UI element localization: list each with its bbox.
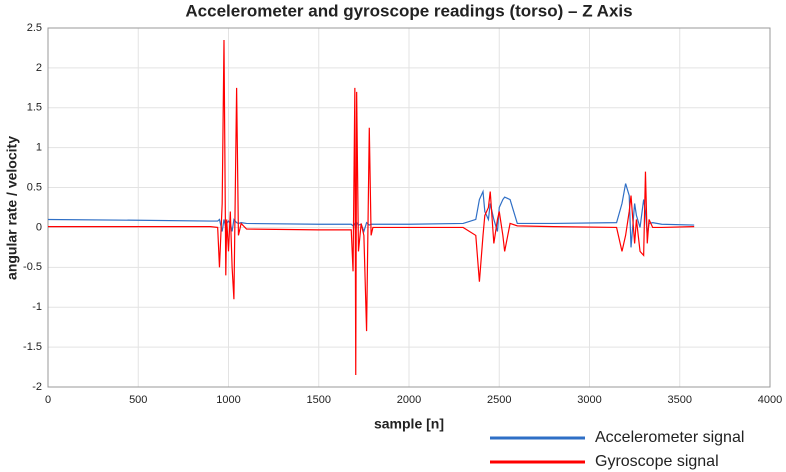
chart-title: Accelerometer and gyroscope readings (to… [185, 1, 632, 20]
y-tick-label: 2.5 [27, 22, 42, 34]
x-tick-label: 4000 [758, 394, 782, 406]
legend-label: Accelerometer signal [595, 429, 744, 446]
legend-label: Gyroscope signal [595, 453, 719, 470]
y-tick-label: -1 [32, 301, 42, 313]
y-tick-label: -0.5 [23, 261, 42, 273]
x-axis-label: sample [n] [374, 416, 444, 432]
y-axis-label: angular rate / velocity [4, 136, 20, 280]
y-tick-label: 2 [36, 62, 42, 74]
plot-frame [47, 27, 771, 388]
x-tick-label: 0 [45, 394, 51, 406]
y-tick-label: -1.5 [23, 341, 42, 353]
x-tick-label: 2500 [487, 394, 511, 406]
x-tick-label: 3500 [668, 394, 692, 406]
x-tick-label: 3000 [577, 394, 601, 406]
y-tick-label: 0 [36, 221, 42, 233]
y-tick-label: -2 [32, 381, 42, 393]
y-tick-label: 1 [36, 142, 42, 154]
x-tick-label: 500 [129, 394, 147, 406]
y-tick-label: 1.5 [27, 102, 42, 114]
x-tick-label: 1000 [216, 394, 240, 406]
x-tick-label: 2000 [397, 394, 421, 406]
y-tick-label: 0.5 [27, 181, 42, 193]
x-tick-label: 1500 [307, 394, 331, 406]
data-line [48, 39, 695, 376]
